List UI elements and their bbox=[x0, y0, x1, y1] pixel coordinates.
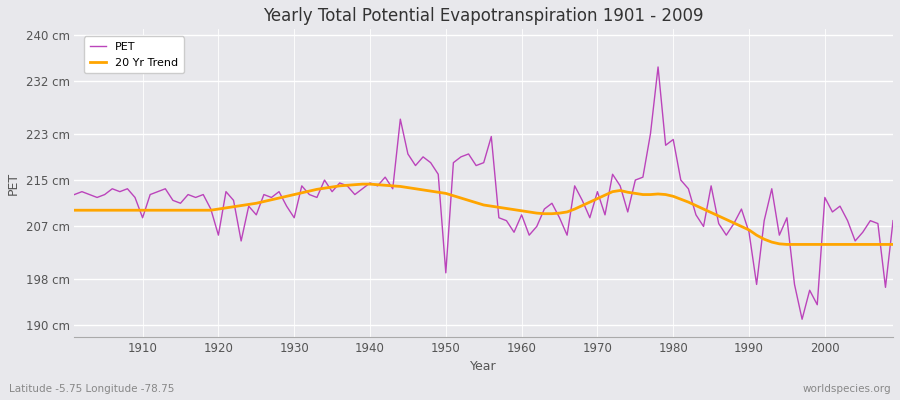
PET bbox=[69, 192, 80, 197]
PET bbox=[508, 230, 519, 235]
Text: worldspecies.org: worldspecies.org bbox=[803, 384, 891, 394]
20 Yr Trend bbox=[781, 242, 792, 247]
20 Yr Trend bbox=[517, 208, 527, 213]
20 Yr Trend bbox=[296, 190, 307, 195]
PET bbox=[342, 184, 353, 188]
PET bbox=[608, 172, 618, 177]
PET bbox=[652, 64, 663, 69]
Line: 20 Yr Trend: 20 Yr Trend bbox=[75, 184, 893, 244]
Text: Latitude -5.75 Longitude -78.75: Latitude -5.75 Longitude -78.75 bbox=[9, 384, 175, 394]
20 Yr Trend bbox=[615, 188, 626, 193]
Legend: PET, 20 Yr Trend: PET, 20 Yr Trend bbox=[84, 36, 184, 73]
PET bbox=[887, 218, 898, 223]
PET bbox=[517, 212, 527, 217]
Title: Yearly Total Potential Evapotranspiration 1901 - 2009: Yearly Total Potential Evapotranspiratio… bbox=[264, 7, 704, 25]
PET bbox=[296, 184, 307, 188]
PET bbox=[130, 195, 140, 200]
20 Yr Trend bbox=[130, 208, 140, 213]
20 Yr Trend bbox=[524, 210, 535, 214]
PET bbox=[796, 317, 807, 322]
20 Yr Trend bbox=[887, 242, 898, 247]
X-axis label: Year: Year bbox=[471, 360, 497, 373]
20 Yr Trend bbox=[69, 208, 80, 213]
Y-axis label: PET: PET bbox=[7, 171, 20, 194]
20 Yr Trend bbox=[342, 183, 353, 188]
20 Yr Trend bbox=[357, 182, 368, 186]
Line: PET: PET bbox=[75, 67, 893, 319]
